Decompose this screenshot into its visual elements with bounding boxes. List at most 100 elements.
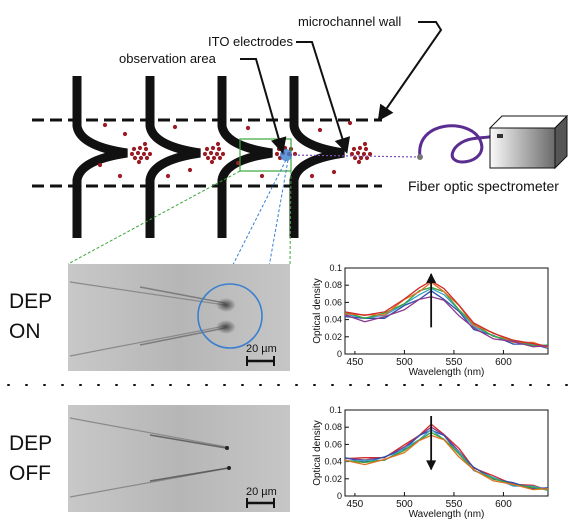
dep-on-line2: ON	[9, 320, 41, 343]
scale-label-off: 20 µm	[246, 486, 277, 498]
particle	[202, 151, 208, 157]
electrodes	[72, 76, 345, 238]
particle	[136, 159, 142, 165]
particle	[142, 141, 148, 147]
x-tick-label: 550	[446, 499, 463, 510]
particle	[132, 155, 138, 161]
electrode-3	[217, 76, 273, 238]
micrograph-off: 20 µm	[68, 405, 290, 512]
arrow-up	[426, 273, 437, 328]
particle	[97, 162, 103, 168]
particle	[235, 160, 241, 166]
micrograph-on: 20 µm	[68, 264, 290, 371]
particle	[165, 173, 171, 179]
particle	[364, 155, 370, 161]
particle	[208, 150, 214, 156]
particle	[209, 159, 215, 165]
label-observation-area: observation area	[119, 51, 217, 66]
particle	[187, 167, 193, 173]
y-axis-label: Optical density	[312, 278, 323, 344]
particle	[143, 146, 149, 152]
y-tick-label: 0	[337, 491, 342, 501]
particles	[97, 120, 373, 179]
dep-off-line1: DEP	[9, 432, 52, 455]
y-tick-label: 0.06	[324, 297, 342, 307]
particle	[210, 145, 216, 151]
leader-observation-area	[240, 58, 287, 154]
x-tick-label: 450	[347, 499, 364, 510]
light-path	[289, 154, 421, 158]
particle	[352, 155, 358, 161]
y-tick-label: 0.06	[324, 439, 342, 449]
electrode-1	[72, 76, 128, 238]
spectrum-chart-off: 0 0.02 0.04 0.06 0.08 0.1 500 550 600 450 Waveleng…	[312, 405, 549, 520]
particle	[292, 151, 298, 157]
spectrometer-box	[488, 114, 569, 170]
particle	[215, 141, 221, 147]
y-tick-label: 0	[337, 349, 342, 359]
particle	[355, 150, 361, 156]
series-line	[344, 423, 549, 492]
y-tick-label: 0.04	[324, 457, 342, 467]
arrow-down	[426, 416, 437, 471]
x-tick-label: 550	[446, 357, 463, 368]
x-tick-label: 500	[396, 499, 413, 510]
particle	[349, 151, 355, 157]
series-line	[344, 290, 549, 350]
callouts: microchannel wall ITO electrodes observa…	[119, 14, 559, 194]
x-tick-label: 450	[347, 357, 364, 368]
particle	[172, 124, 178, 130]
particle	[347, 120, 353, 126]
dep-on-line1: DEP	[9, 290, 52, 313]
particle	[141, 151, 147, 157]
y-tick-label: 0.1	[329, 405, 342, 415]
scale-label-on: 20 µm	[246, 343, 277, 355]
particle	[137, 145, 143, 151]
particle	[220, 151, 226, 157]
particle	[309, 173, 315, 179]
dep-off-line2: OFF	[9, 462, 51, 485]
particle	[356, 159, 362, 165]
label-microchannel-wall: microchannel wall	[298, 14, 401, 29]
particle	[362, 141, 368, 147]
y-tick-label: 0.02	[324, 474, 342, 484]
x-axis-label: Wavelength (nm)	[409, 367, 485, 378]
particle	[131, 146, 137, 152]
particle	[135, 150, 141, 156]
particle	[259, 173, 265, 179]
particle	[122, 131, 128, 137]
particle	[117, 173, 123, 179]
particle	[214, 151, 220, 157]
particle	[317, 127, 323, 133]
y-tick-label: 0.04	[324, 315, 342, 325]
particle	[331, 169, 337, 175]
series-line	[344, 281, 549, 349]
series-line	[344, 296, 549, 348]
y-tick-label: 0.08	[324, 422, 342, 432]
series-line	[344, 429, 549, 490]
observation-circle	[197, 283, 263, 349]
leader-ito-electrodes	[296, 41, 351, 154]
fiber-tip	[417, 154, 423, 160]
particle	[138, 155, 144, 161]
electrode-4	[289, 76, 345, 238]
particle	[205, 155, 211, 161]
y-tick-label: 0.08	[324, 280, 342, 290]
particle	[358, 155, 364, 161]
spectrum-chart-on: 0 0.02 0.04 0.06 0.08 0.1 500 550 600 450 Waveleng…	[312, 263, 549, 378]
particle	[129, 151, 135, 157]
particle	[144, 155, 150, 161]
particle	[363, 146, 369, 152]
electrode-2	[145, 76, 201, 238]
particle	[361, 151, 367, 157]
particle	[147, 151, 153, 157]
particle	[351, 146, 357, 152]
x-tick-label: 600	[495, 499, 512, 510]
particle	[245, 125, 251, 131]
label-ito-electrodes: ITO electrodes	[208, 34, 294, 49]
series-line	[344, 280, 549, 347]
x-axis-label: Wavelength (nm)	[409, 509, 485, 520]
plot-frame	[344, 409, 549, 497]
y-tick-label: 0.02	[324, 332, 342, 342]
